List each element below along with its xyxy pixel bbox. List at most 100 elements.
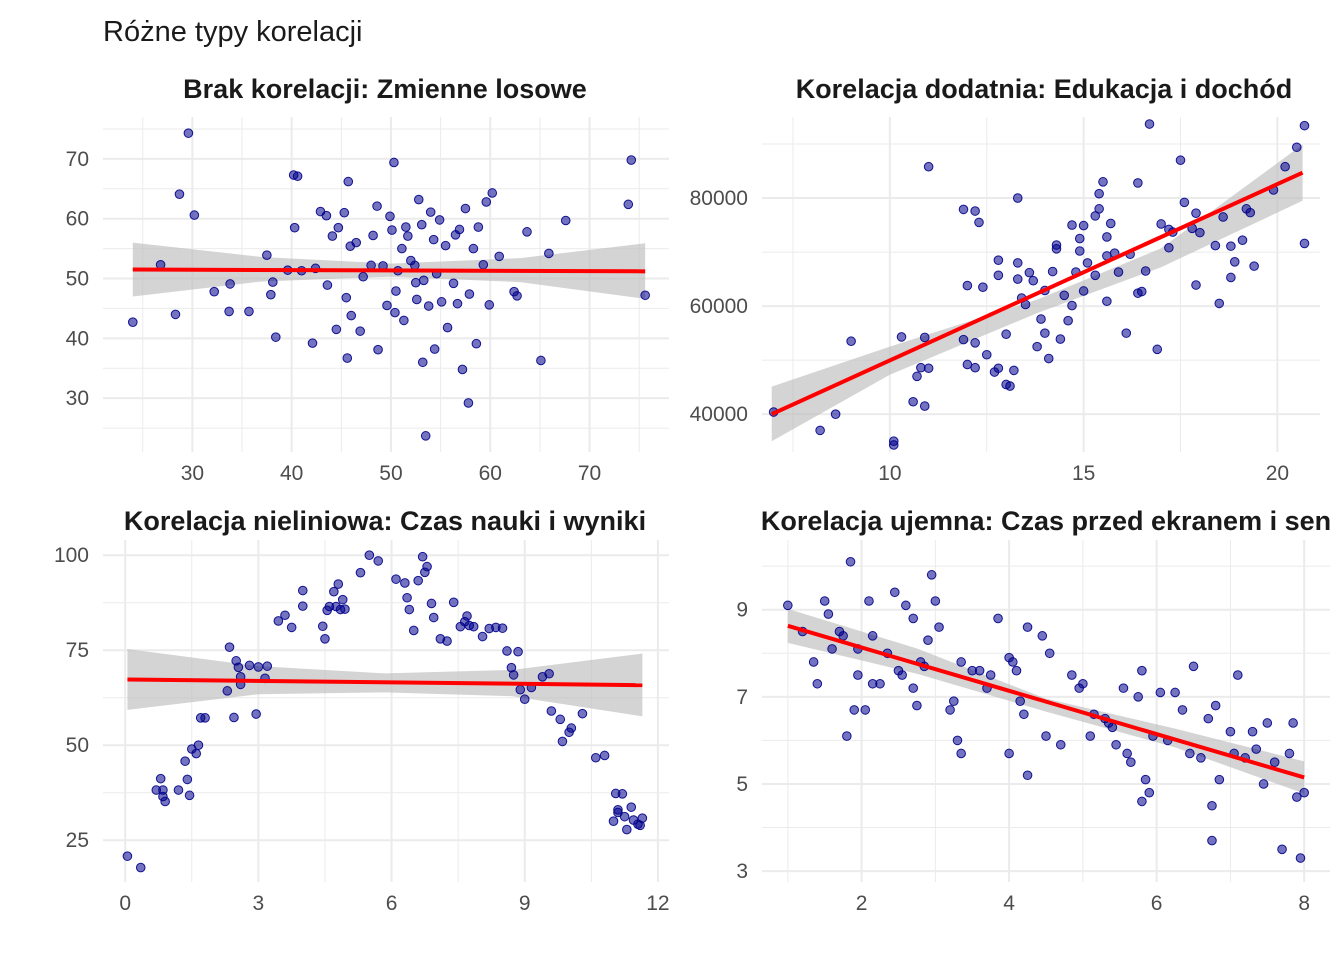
data-point	[1284, 748, 1295, 759]
data-point	[827, 644, 837, 654]
data-point	[428, 612, 439, 623]
data-point	[322, 280, 333, 290]
x-tick-label: 12	[646, 892, 669, 915]
data-point	[333, 579, 344, 589]
data-point	[468, 243, 479, 254]
data-point	[930, 596, 941, 606]
data-point	[1105, 218, 1116, 229]
y-tick-label: 75	[66, 639, 89, 662]
data-point	[912, 371, 922, 382]
data-point	[1191, 208, 1201, 218]
data-point	[1292, 792, 1302, 802]
panel-title: Korelacja nieliniowa: Czas nauki i wynik…	[124, 506, 646, 536]
data-point	[783, 600, 793, 611]
data-point	[1136, 286, 1147, 297]
x-tick-label: 9	[519, 892, 531, 915]
data-point	[1098, 177, 1108, 187]
data-point	[1015, 696, 1025, 706]
data-point	[555, 714, 566, 725]
data-point	[189, 210, 200, 220]
data-point	[1155, 687, 1166, 698]
x-tick-label: 30	[181, 462, 204, 485]
data-point	[307, 338, 318, 348]
data-point	[623, 199, 634, 210]
data-point	[1226, 241, 1236, 251]
regression-line	[770, 170, 1304, 416]
data-point	[1051, 240, 1062, 250]
data-point	[926, 570, 937, 580]
data-point	[608, 816, 619, 827]
y-tick-label: 70	[66, 148, 89, 171]
data-point	[389, 157, 399, 168]
data-point	[544, 668, 554, 679]
data-point	[1009, 365, 1019, 376]
figure-title: Różne typy korelacji	[103, 16, 363, 48]
data-point	[434, 215, 445, 225]
data-point	[522, 227, 532, 237]
data-point	[515, 684, 526, 695]
data-point	[1133, 178, 1143, 188]
data-point	[1107, 722, 1118, 733]
data-point	[1074, 246, 1085, 256]
data-point	[442, 636, 452, 646]
data-point	[442, 322, 453, 333]
x-tick-label: 3	[253, 892, 265, 915]
data-point	[341, 292, 352, 303]
data-point	[262, 661, 273, 671]
data-point	[462, 611, 472, 621]
data-point	[477, 631, 488, 642]
data-point	[497, 623, 508, 633]
data-point	[468, 621, 479, 632]
data-point	[1044, 648, 1055, 659]
data-point	[1122, 748, 1132, 759]
panel-title: Korelacja ujemna: Czas przed ekranem i s…	[761, 506, 1331, 536]
data-point	[1152, 344, 1163, 355]
data-point	[590, 752, 601, 763]
data-point	[127, 317, 138, 327]
data-point	[1082, 258, 1093, 268]
data-point	[1024, 267, 1035, 278]
data-point	[416, 219, 427, 230]
data-point	[1137, 796, 1147, 807]
data-point	[1055, 334, 1066, 344]
data-point	[413, 194, 424, 205]
data-point	[266, 289, 276, 300]
chart-panel-3: 0 3 6 9 12 25 50 75 100 Korelacja nieliniowa: Cza…	[54, 506, 670, 915]
data-point	[333, 222, 344, 233]
data-point	[454, 224, 465, 235]
data-point	[1094, 204, 1104, 214]
data-point	[613, 805, 623, 815]
data-point	[1280, 161, 1290, 172]
data-point	[1269, 757, 1280, 767]
data-point	[1094, 188, 1104, 199]
data-point	[993, 363, 1004, 374]
data-point	[577, 708, 588, 719]
data-point	[1207, 800, 1217, 811]
x-tick-label: 60	[479, 462, 502, 485]
data-point	[1225, 726, 1236, 737]
data-point	[1214, 774, 1225, 785]
data-point	[1133, 692, 1144, 702]
data-point	[173, 785, 184, 795]
data-point	[1040, 328, 1050, 338]
data-point	[1140, 266, 1151, 276]
data-point	[1011, 665, 1022, 676]
data-point	[448, 597, 459, 608]
data-point	[355, 567, 366, 578]
data-point	[1214, 298, 1225, 309]
data-point	[289, 222, 300, 233]
regression-line	[127, 677, 643, 688]
data-point	[422, 561, 432, 572]
data-point	[970, 338, 980, 348]
data-point	[958, 334, 969, 345]
data-point	[174, 189, 185, 199]
y-tick-label: 50	[66, 734, 89, 757]
data-point	[253, 662, 264, 672]
data-point	[1063, 315, 1073, 326]
data-point	[180, 756, 190, 766]
data-point	[1299, 238, 1310, 249]
data-point	[270, 332, 281, 342]
data-point	[1113, 267, 1124, 277]
data-point	[1245, 207, 1256, 218]
